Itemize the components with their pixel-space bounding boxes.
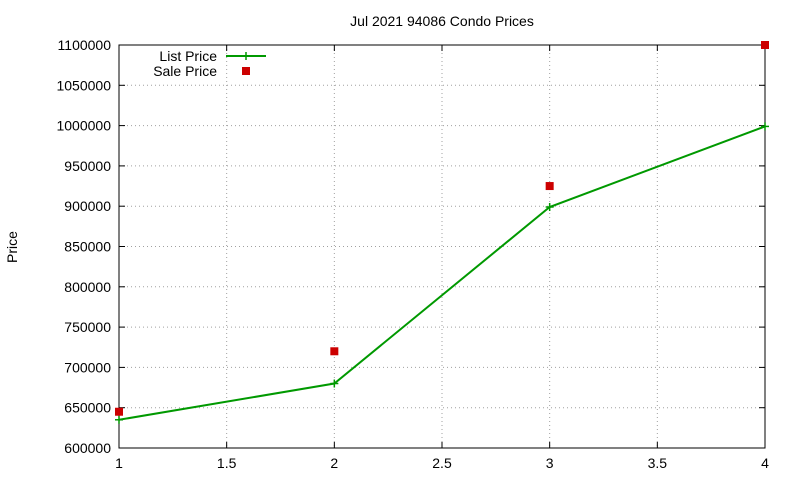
y-axis-label: Price: [4, 231, 20, 263]
list-price-point: [761, 122, 769, 131]
list-price-point: [115, 415, 123, 424]
y-tick-label: 700000: [64, 359, 111, 375]
x-tick-label: 2.5: [432, 455, 452, 471]
legend-label: List Price: [159, 48, 217, 64]
y-tick-label: 1100000: [58, 37, 112, 53]
x-tick-label: 1.5: [217, 455, 237, 471]
x-tick-label: 1: [115, 455, 123, 471]
y-tick-label: 900000: [64, 198, 111, 214]
y-tick-label: 800000: [64, 279, 111, 295]
sale-price-point: [115, 407, 123, 416]
sale-price-point: [761, 41, 769, 49]
list-price-point: [330, 379, 339, 388]
list-price-point: [545, 203, 554, 212]
y-tick-label: 650000: [64, 400, 111, 416]
y-tick-label: 1050000: [56, 77, 111, 93]
sale-price-point: [545, 182, 554, 191]
legend-plus-marker: [242, 52, 250, 60]
list-price-line: [118, 125, 766, 421]
y-tick-label: 750000: [64, 319, 111, 335]
x-tick-label: 4: [761, 455, 769, 471]
sale-price-point: [330, 347, 339, 356]
y-tick-label: 600000: [64, 440, 111, 456]
grid-layer: [119, 45, 765, 448]
y-tick-label: 950000: [64, 158, 111, 174]
y-tick-label: 1000000: [56, 118, 111, 134]
chart-title: Jul 2021 94086 Condo Prices: [350, 13, 534, 29]
legend-square-marker: [242, 67, 250, 75]
y-tick-label: 850000: [64, 239, 111, 255]
legend-label: Sale Price: [153, 63, 217, 79]
x-tick-label: 3.5: [648, 455, 668, 471]
series-layer: [115, 41, 769, 424]
x-tick-label: 3: [546, 455, 554, 471]
tick-layer: 600000 650000 700000 750000 800000 850000 9000…: [56, 37, 769, 471]
x-tick-label: 2: [330, 455, 338, 471]
